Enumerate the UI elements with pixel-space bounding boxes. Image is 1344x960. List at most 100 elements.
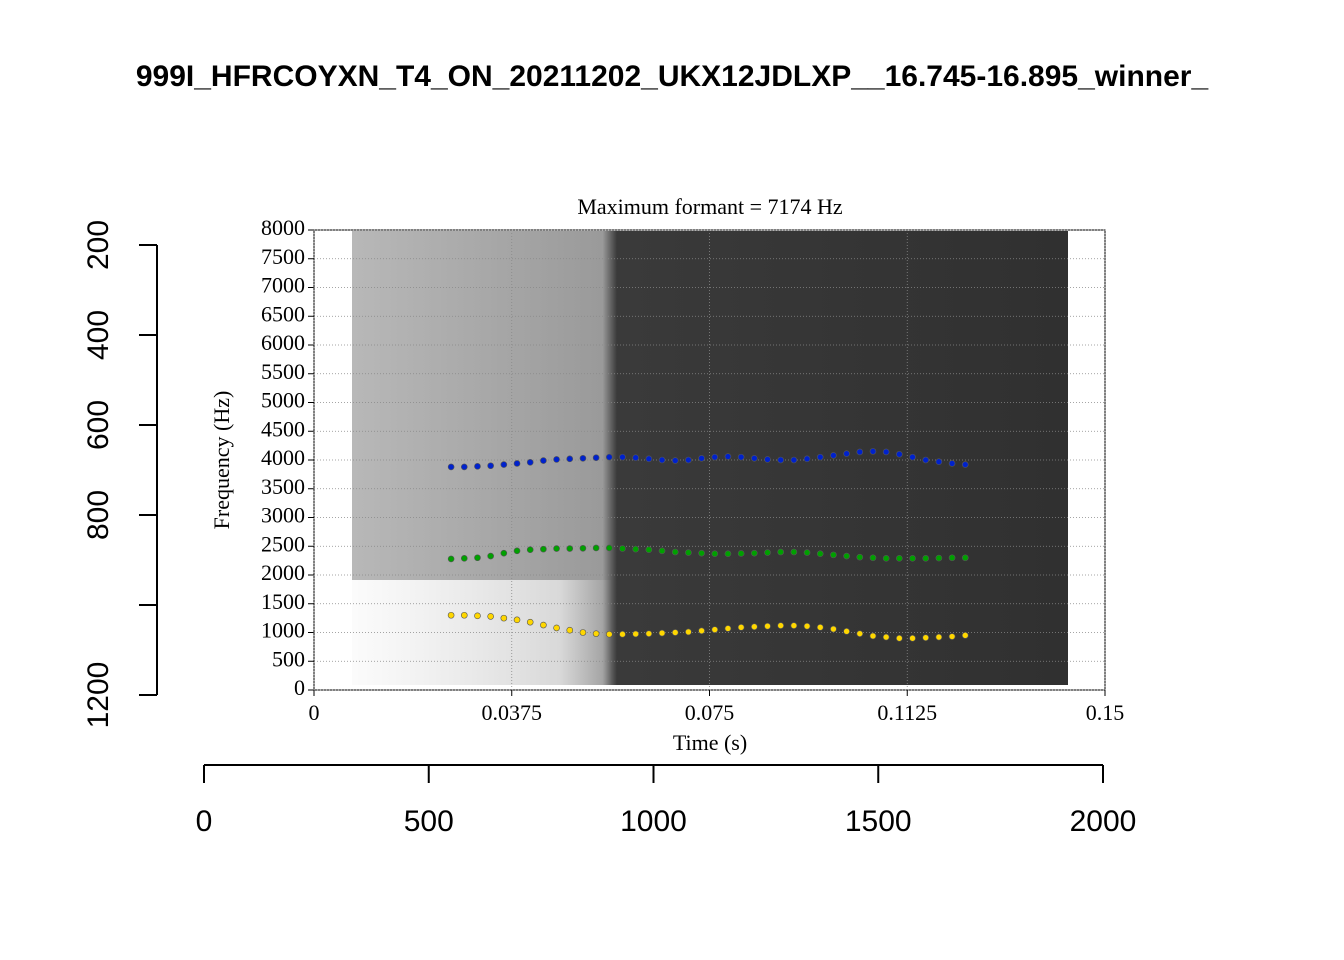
formant-point xyxy=(447,463,455,471)
formant-point xyxy=(790,456,798,464)
y-tick-label: 600 xyxy=(82,400,115,450)
formant-point xyxy=(935,633,943,641)
y-axis-label: Frequency (Hz) xyxy=(209,391,234,530)
formant-point xyxy=(460,463,468,471)
formant-point xyxy=(869,554,877,562)
formant-point xyxy=(764,622,771,630)
formant-point xyxy=(619,545,626,552)
formant-point xyxy=(658,547,666,555)
formant-point xyxy=(830,551,837,559)
formant-point xyxy=(816,550,824,558)
formant-point xyxy=(711,453,719,461)
y-tick-label: 6000 xyxy=(261,330,305,355)
formant-point xyxy=(553,624,560,632)
x-tick-label: 1000 xyxy=(620,805,687,838)
spectrogram-silence xyxy=(352,580,612,690)
y-tick-label: 6500 xyxy=(261,301,305,326)
formant-point xyxy=(882,448,890,456)
y-tick-label: 4000 xyxy=(261,445,305,470)
y-tick-label: 2000 xyxy=(261,560,305,585)
formant-point xyxy=(830,625,837,633)
y-tick-label: 5000 xyxy=(261,388,305,413)
page-title: 999I_HFRCOYXN_T4_ON_20211202_UKX12JDLXP_… xyxy=(136,60,1209,93)
formant-point xyxy=(513,460,521,467)
formant-point xyxy=(961,632,969,639)
x-tick-label: 0.15 xyxy=(1086,700,1125,725)
formant-point xyxy=(698,549,705,557)
formant-point xyxy=(513,616,521,624)
y-tick-label: 500 xyxy=(272,646,305,671)
formant-point xyxy=(816,624,824,631)
formant-point xyxy=(579,629,587,636)
formant-point xyxy=(566,626,574,634)
formant-point xyxy=(526,618,534,626)
formant-point xyxy=(737,453,745,461)
y-tick-label: 3500 xyxy=(261,474,305,499)
plot-title: Maximum formant = 7174 Hz xyxy=(577,194,843,219)
y-tick-label: 7500 xyxy=(261,244,305,269)
formant-point xyxy=(447,555,455,563)
formant-point xyxy=(843,552,850,560)
formant-point xyxy=(671,548,679,556)
formant-point xyxy=(540,621,547,629)
formant-point xyxy=(896,450,903,458)
formant-point xyxy=(803,549,811,556)
y-tick-label: 5500 xyxy=(261,359,305,384)
formant-point xyxy=(606,630,613,638)
formant-point xyxy=(553,456,560,463)
y-tick-label: 7000 xyxy=(261,273,305,298)
formant-point xyxy=(790,622,798,629)
formant-point xyxy=(764,549,771,556)
formant-point xyxy=(751,454,758,462)
formant-point xyxy=(645,630,653,637)
x-tick-label: 0.075 xyxy=(685,700,735,725)
formant-point xyxy=(645,455,653,463)
formant-point xyxy=(935,458,943,466)
formant-point xyxy=(830,452,837,459)
formant-point xyxy=(500,461,508,468)
formant-point xyxy=(447,611,455,619)
formant-point xyxy=(961,554,969,562)
y-tick-label: 1200 xyxy=(82,662,115,729)
formant-point xyxy=(540,545,547,553)
formant-point xyxy=(698,454,705,462)
formant-point xyxy=(500,549,508,557)
formant-point xyxy=(922,555,930,562)
formant-point xyxy=(685,549,692,556)
y-tick-label: 800 xyxy=(82,490,115,540)
y-tick-label: 8000 xyxy=(261,215,305,240)
x-tick-label: 1500 xyxy=(845,805,912,838)
formant-point xyxy=(724,453,732,460)
formant-point xyxy=(592,544,600,552)
formant-point xyxy=(566,545,574,552)
formant-point xyxy=(474,554,481,562)
x-tick-label: 500 xyxy=(404,805,454,838)
formant-point xyxy=(882,633,890,641)
formant-point xyxy=(843,628,850,635)
formant-point xyxy=(737,550,745,557)
formant-point xyxy=(803,455,811,463)
formant-point xyxy=(474,612,481,620)
formant-point xyxy=(606,453,613,461)
formant-point xyxy=(500,614,508,622)
formant-point xyxy=(896,634,903,642)
formant-point xyxy=(632,630,639,638)
formant-point xyxy=(526,458,534,466)
formant-point xyxy=(579,454,587,462)
formant-point xyxy=(566,455,574,463)
formant-point xyxy=(909,453,916,461)
formant-point xyxy=(487,613,494,620)
formant-point xyxy=(751,623,758,631)
formant-point xyxy=(685,456,692,464)
formant-point xyxy=(487,552,494,560)
formant-point xyxy=(935,554,943,562)
formant-point xyxy=(460,611,468,619)
formant-point xyxy=(632,454,639,462)
formant-point xyxy=(948,633,956,640)
formant-point xyxy=(909,555,916,562)
y-tick-label: 2500 xyxy=(261,531,305,556)
x-tick-label: 0 xyxy=(196,805,213,838)
formant-point xyxy=(961,461,969,468)
formant-point xyxy=(619,453,626,461)
x-tick-label: 2000 xyxy=(1070,805,1137,838)
